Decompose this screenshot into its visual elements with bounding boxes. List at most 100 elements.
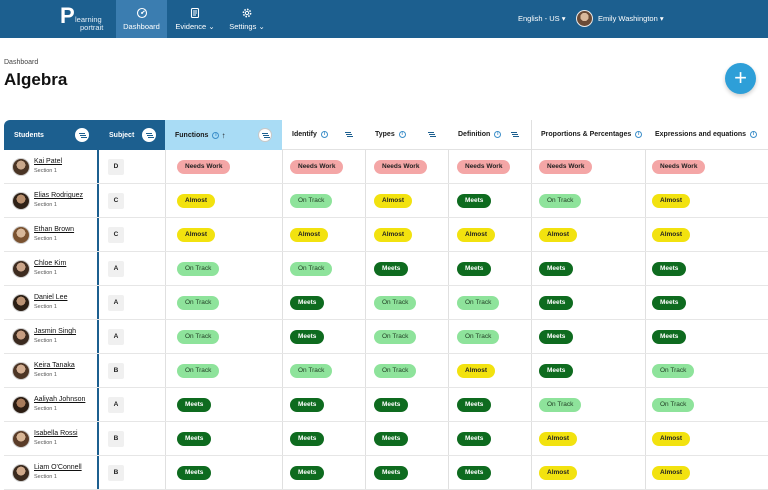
info-icon[interactable]: i — [635, 131, 643, 138]
status-badge[interactable]: Meets — [539, 364, 574, 378]
student-name-link[interactable]: Keira Tanaka — [34, 362, 75, 369]
col-header-expressions[interactable]: Expressions and equations i — [645, 120, 768, 150]
col-header-types[interactable]: Types i — [365, 120, 448, 150]
status-badge[interactable]: On Track — [177, 364, 220, 378]
status-badge[interactable]: Meets — [539, 330, 574, 344]
status-badge[interactable]: On Track — [290, 262, 333, 276]
status-badge[interactable]: On Track — [457, 330, 500, 344]
nav-dashboard[interactable]: Dashboard — [116, 0, 167, 38]
status-badge[interactable]: Almost — [652, 432, 691, 446]
status-badge[interactable]: On Track — [290, 194, 333, 208]
status-badge[interactable]: On Track — [457, 296, 500, 310]
info-icon[interactable]: i — [212, 131, 220, 139]
col-header-subject[interactable]: Subject — [99, 120, 165, 150]
status-badge[interactable]: Needs Work — [652, 160, 706, 174]
status-badge[interactable]: Needs Work — [290, 160, 344, 174]
status-badge[interactable]: Meets — [290, 296, 325, 310]
status-badge[interactable]: Almost — [539, 432, 578, 446]
status-badge[interactable]: On Track — [177, 330, 220, 344]
status-badge[interactable]: Almost — [652, 228, 691, 242]
user-avatar[interactable] — [576, 10, 593, 27]
status-badge[interactable]: Meets — [374, 262, 409, 276]
status-badge[interactable]: Almost — [374, 194, 413, 208]
status-badge[interactable]: Meets — [652, 330, 687, 344]
status-badge[interactable]: Almost — [374, 228, 413, 242]
info-icon[interactable]: i — [320, 131, 328, 138]
add-button[interactable]: + — [725, 63, 756, 94]
info-icon[interactable]: i — [750, 131, 758, 138]
filter-icon[interactable] — [342, 128, 356, 142]
status-badge[interactable]: Meets — [652, 296, 687, 310]
student-name-link[interactable]: Chloe Kim — [34, 260, 67, 267]
student-name-link[interactable]: Liam O'Connell — [34, 464, 82, 471]
col-header-functions[interactable]: Functions i ↑ — [165, 120, 282, 150]
status-badge[interactable]: Meets — [457, 466, 492, 480]
nav-settings[interactable]: Settings ⌄ — [224, 0, 270, 38]
learning-portrait-logo[interactable]: P learning portrait — [60, 5, 112, 33]
status-badge[interactable]: On Track — [290, 364, 333, 378]
student-name-link[interactable]: Elias Rodriguez — [34, 192, 84, 199]
status-badge[interactable]: Almost — [539, 466, 578, 480]
col-header-proportions[interactable]: Proportions & Percentages i — [531, 120, 645, 150]
status-badge[interactable]: Needs Work — [374, 160, 428, 174]
status-badge[interactable]: Almost — [652, 194, 691, 208]
status-badge[interactable]: Meets — [374, 398, 409, 412]
nav-evidence[interactable]: Evidence ⌄ — [170, 0, 220, 38]
status-badge[interactable]: Almost — [177, 194, 216, 208]
language-selector[interactable]: English - US ▾ — [518, 0, 566, 38]
status-badge[interactable]: Meets — [457, 262, 492, 276]
status-badge[interactable]: Meets — [290, 398, 325, 412]
status-badge[interactable]: Meets — [539, 262, 574, 276]
status-badge[interactable]: Almost — [457, 228, 496, 242]
filter-icon[interactable] — [75, 128, 89, 142]
status-badge[interactable]: On Track — [374, 364, 417, 378]
filter-icon[interactable] — [258, 128, 272, 142]
status-badge[interactable]: Meets — [539, 296, 574, 310]
status-badge[interactable]: Meets — [374, 432, 409, 446]
student-name-link[interactable]: Aaliyah Johnson — [34, 396, 86, 403]
info-icon[interactable]: i — [398, 131, 406, 138]
student-name-link[interactable]: Ethan Brown — [34, 226, 75, 233]
status-badge[interactable]: On Track — [177, 296, 220, 310]
status-badge[interactable]: Almost — [457, 364, 496, 378]
col-header-students[interactable]: Students — [4, 120, 98, 150]
user-menu[interactable]: Emily Washington ▾ — [598, 0, 664, 38]
status-badge[interactable]: Meets — [177, 466, 212, 480]
status-badge[interactable]: On Track — [374, 330, 417, 344]
status-badge[interactable]: On Track — [652, 398, 695, 412]
status-badge[interactable]: Meets — [290, 466, 325, 480]
status-badge[interactable]: Almost — [652, 466, 691, 480]
info-icon[interactable]: i — [494, 131, 502, 138]
filter-icon[interactable] — [425, 128, 439, 142]
status-badge[interactable]: Meets — [652, 262, 687, 276]
status-badge[interactable]: On Track — [539, 398, 582, 412]
filter-icon[interactable] — [508, 128, 522, 142]
status-badge[interactable]: Needs Work — [457, 160, 511, 174]
status-badge[interactable]: On Track — [177, 262, 220, 276]
status-badge[interactable]: Meets — [177, 432, 212, 446]
status-badge[interactable]: Needs Work — [177, 160, 231, 174]
sort-up-arrow-icon[interactable]: ↑ — [221, 130, 226, 140]
student-name-link[interactable]: Daniel Lee — [34, 294, 68, 301]
status-badge[interactable]: Meets — [177, 398, 212, 412]
col-header-definition[interactable]: Definition i — [448, 120, 531, 150]
breadcrumb[interactable]: Dashboard — [4, 59, 39, 66]
status-badge[interactable]: Almost — [539, 228, 578, 242]
status-badge[interactable]: On Track — [652, 364, 695, 378]
status-badge[interactable]: Needs Work — [539, 160, 593, 174]
status-badge[interactable]: Meets — [290, 330, 325, 344]
status-badge[interactable]: Almost — [177, 228, 216, 242]
student-name-link[interactable]: Isabella Rossi — [34, 430, 78, 437]
status-badge[interactable]: Meets — [290, 432, 325, 446]
status-badge[interactable]: On Track — [539, 194, 582, 208]
status-badge[interactable]: Meets — [374, 466, 409, 480]
student-name-link[interactable]: Jasmin Singh — [34, 328, 77, 335]
col-header-identify[interactable]: Identify i — [282, 120, 365, 150]
status-badge[interactable]: Meets — [457, 194, 492, 208]
status-badge[interactable]: On Track — [374, 296, 417, 310]
student-name-link[interactable]: Kai Patel — [34, 158, 63, 165]
status-badge[interactable]: Almost — [290, 228, 329, 242]
filter-icon[interactable] — [142, 128, 156, 142]
status-badge[interactable]: Meets — [457, 432, 492, 446]
status-badge[interactable]: Meets — [457, 398, 492, 412]
